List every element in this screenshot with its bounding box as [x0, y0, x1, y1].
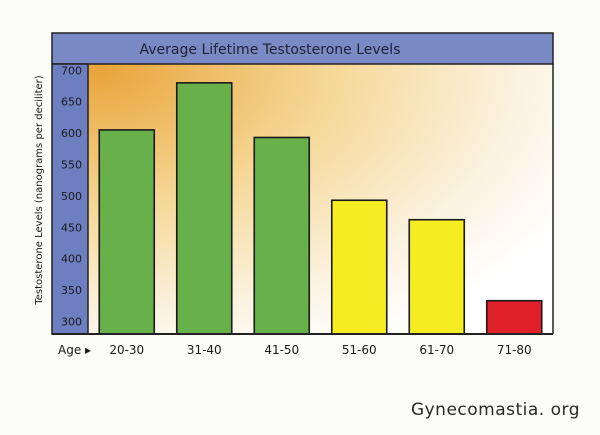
source-watermark: Gynecomastia. org	[410, 400, 580, 420]
x-tick-label: 31-40	[187, 343, 222, 357]
y-tick-label: 350	[61, 284, 82, 297]
x-tick-label: 61-70	[419, 343, 454, 357]
x-tick-label: 20-30	[109, 343, 144, 357]
y-tick-label: 700	[61, 64, 82, 77]
bar-41-50	[253, 136, 311, 335]
x-tick-label: 71-80	[497, 343, 532, 357]
x-axis-label: Age ▸	[58, 343, 91, 357]
y-tick-label: 400	[61, 253, 82, 266]
plot-area	[88, 64, 553, 334]
title-band	[51, 32, 554, 65]
bar-71-80	[485, 299, 543, 335]
bar-51-60	[330, 199, 388, 335]
x-tick-labels: 20-30 31-40 41-50 51-60 61-70 71-80	[109, 343, 531, 357]
y-tick-labels: 300 350 400 450 500 550 600 650 700	[61, 64, 82, 328]
y-axis-label: Testosterone Levels (nanograms per decil…	[34, 75, 45, 305]
bars	[98, 82, 543, 335]
y-tick-label: 500	[61, 190, 82, 203]
chart-title: Average Lifetime Testosterone Levels	[140, 42, 401, 58]
bar-31-40	[175, 82, 233, 335]
bar-20-30	[98, 129, 156, 335]
bar-61-70	[408, 218, 466, 335]
y-axis-band	[51, 63, 89, 335]
y-tick-label: 450	[61, 221, 82, 234]
y-tick-label: 650	[61, 96, 82, 109]
y-tick-label: 300	[61, 315, 82, 328]
x-tick-label: 51-60	[342, 343, 377, 357]
y-tick-label: 550	[61, 158, 82, 171]
x-tick-label: 41-50	[264, 343, 299, 357]
y-tick-label: 600	[61, 127, 82, 140]
